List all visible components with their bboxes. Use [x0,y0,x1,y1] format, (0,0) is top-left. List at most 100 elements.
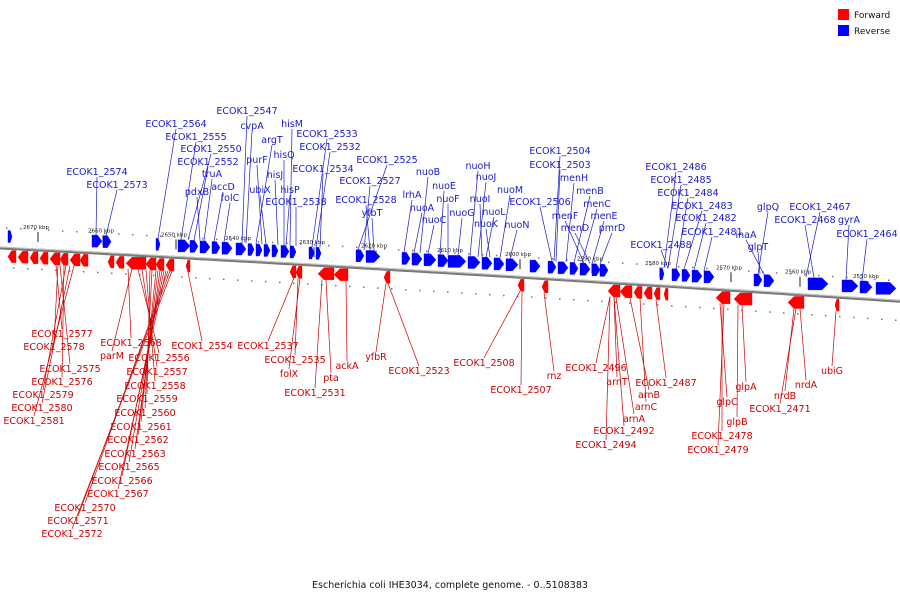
guide-dot [272,241,274,244]
reverse-gene-arrow [355,249,365,262]
forward-gene-arrow [7,250,17,263]
guide-dot [55,269,57,271]
label-leader [55,264,63,330]
gene-label: ECOK1_2570 [54,503,115,514]
guide-dot [461,292,463,294]
label-leader [33,265,75,417]
reverse-gene-arrow [177,239,191,253]
guide-dot [111,272,113,274]
guide-dot [90,231,92,234]
guide-dot [447,291,449,293]
forward-gene-arrow [79,254,89,267]
guide-dot [552,258,554,260]
gene-label: ECOK1_2492 [593,426,654,437]
gene-label: ECOK1_2572 [41,529,102,540]
label-leader [111,268,133,352]
guide-dot [314,244,316,246]
label-leader [779,308,797,405]
guide-dot [279,281,281,284]
label-leader [683,210,703,270]
gene-label: nrdB [774,391,796,402]
gene-label: ECOK1_2486 [645,162,706,173]
reverse-gene-arrow [703,270,715,284]
guide-dot [48,229,50,231]
label-leader [639,298,647,403]
gene-label: nuoJ [476,172,497,183]
forward-gene-arrow [39,252,49,265]
gene-label: rnz [547,371,562,382]
label-leader [95,176,98,236]
label-leader [311,138,328,248]
gene-label: inaA [736,230,757,241]
reverse-gene-arrow [481,257,493,270]
guide-dot [230,239,232,241]
gene-label: ECOK1_2560 [114,408,175,419]
guide-dot [769,311,771,313]
gene-label: glpQ [757,202,779,213]
gene-label: ECOK1_2483 [671,201,732,212]
label-leader [469,170,479,257]
label-leader [745,239,765,275]
guide-dot [426,250,428,253]
guide-dot [860,277,862,280]
gene-label: ECOK1_2503 [529,160,590,171]
guide-dot [482,253,484,256]
reverse-gene-arrow [102,235,112,248]
gene-label: ECOK1_2507 [490,385,551,396]
forward-gene-arrow [715,291,731,304]
gene-label: ECOK1_2558 [124,381,185,392]
guide-dot [797,313,799,315]
label-leader [180,141,197,240]
guide-dot [286,242,288,244]
gene-label: nuoH [466,161,491,172]
guide-dot [391,288,393,290]
forward-gene-arrow [653,287,661,300]
label-leader [555,169,561,262]
label-leader [285,194,291,246]
label-leader [831,311,837,367]
gene-label: ECOK1_2488 [630,240,691,251]
reverse-gene-arrow [235,242,247,256]
guide-dot [888,279,890,281]
guide-dot [146,234,148,237]
guide-dot [517,295,519,298]
guide-dot [601,300,603,303]
guide-dot [755,310,757,312]
gene-label: ECOK1_2547 [216,106,277,117]
gene-label: ECOK1_2566 [91,476,152,487]
reverse-gene-arrow [569,262,579,275]
gene-label: ECOK1_2533 [296,129,357,140]
label-leader [457,217,463,256]
forward-gene-arrow [663,287,669,301]
reverse-gene-arrow [671,268,681,282]
guide-dot [685,305,687,308]
gene-label: ECOK1_2578 [23,342,84,353]
forward-gene-arrow [333,268,349,281]
tick-label: 2550 kbp [853,274,879,280]
reverse-gene-arrow [365,250,381,263]
gene-label: ECOK1_2484 [657,188,718,199]
forward-gene-arrow [541,280,549,293]
guide-dot [307,283,309,285]
label-leader [427,224,435,254]
forward-gene-arrow [834,298,840,312]
reverse-gene-arrow [91,234,103,248]
gene-label: nuoA [410,203,435,214]
tick-label: 2620 kbp [361,244,387,250]
gene-label: nuoN [505,220,530,231]
label-leader [613,296,618,378]
gene-label: ECOK1_2523 [388,366,449,377]
guide-dot [468,253,470,255]
guide-dot [671,305,673,307]
guide-dot [398,249,400,251]
label-leader [213,191,224,242]
gene-label: pmrD [599,223,626,234]
gene-label: ECOK1_2487 [635,378,696,389]
gene-label: ECOK1_2464 [836,229,897,240]
reverse-gene-arrow [247,243,255,256]
label-leader [741,304,747,383]
guide-dot [27,268,29,270]
reverse-gene-arrow [211,241,221,254]
reverse-gene-arrow [529,259,541,273]
guide-dot [496,254,498,257]
